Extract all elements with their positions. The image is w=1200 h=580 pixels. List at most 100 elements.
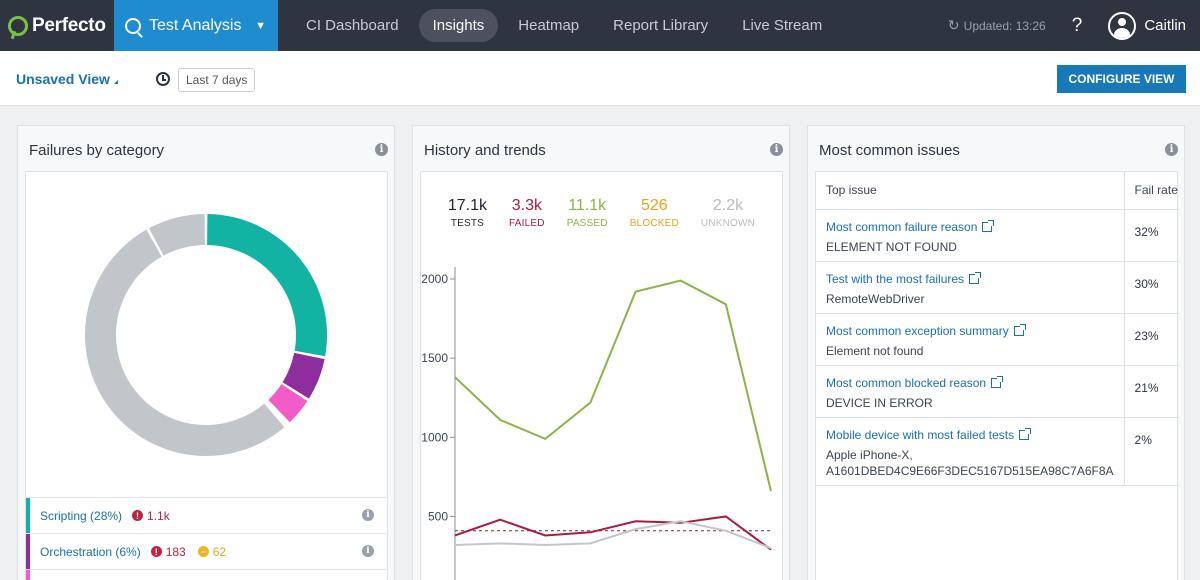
table-row: Most common failure reason ELEMENT NOT FO… <box>816 209 1179 262</box>
issue-link-label: Most common exception summary <box>826 323 1009 338</box>
issue-link[interactable]: Most common blocked reason <box>826 375 1004 390</box>
stat-caption: UNKNOWN <box>700 218 756 229</box>
stat-unknown[interactable]: 2.2k UNKNOWN <box>701 197 755 229</box>
issue-cell: Most common exception summary Element not… <box>816 313 1125 366</box>
stat-caption: FAILED <box>509 218 545 229</box>
search-analysis-icon <box>125 17 141 34</box>
issues-table: Top issue Fail rate Most common failure … <box>816 172 1179 486</box>
donut-slice[interactable] <box>282 352 325 399</box>
app-switcher[interactable]: Test Analysis ▼ <box>114 0 278 51</box>
nav-tab-report-library[interactable]: Report Library <box>613 17 709 34</box>
failed-count: 183 <box>165 544 186 559</box>
donut-slice[interactable] <box>148 214 205 256</box>
category-swatch <box>26 497 30 534</box>
info-icon[interactable]: i <box>375 143 388 156</box>
fail-rate: 32% <box>1123 209 1179 262</box>
issue-link[interactable]: Most common exception summary <box>826 323 1026 338</box>
donut-slice[interactable] <box>265 401 288 426</box>
blocked-badge: −62 <box>197 544 227 559</box>
category-swatch <box>26 569 30 580</box>
external-link-icon[interactable] <box>969 271 982 284</box>
stat-value: 11.1k <box>568 197 607 214</box>
fail-rate: 30% <box>1123 261 1179 314</box>
issue-link[interactable]: Mobile device with most failed tests <box>826 427 1032 442</box>
history-panel: History and trends i 17.1k TESTS 3.3k FAILE… <box>412 125 790 580</box>
info-icon[interactable]: i <box>770 143 783 156</box>
info-icon[interactable]: i <box>362 509 374 521</box>
stat-value: 3.3k <box>511 197 542 214</box>
table-row: Most common blocked reason DEVICE IN ERRO… <box>816 365 1179 418</box>
legend-row[interactable]: Scripting (28%) ! 1.1k i <box>26 497 387 534</box>
clock-icon <box>156 72 170 86</box>
issue-link[interactable]: Test with the most failures <box>826 271 982 286</box>
external-link-icon[interactable] <box>1013 323 1026 336</box>
failed-count: 1.1k <box>147 508 170 523</box>
failed-badge: ! 1.1k <box>132 509 170 523</box>
stat-passed[interactable]: 11.1k PASSED <box>567 197 608 229</box>
blocked-count: 62 <box>212 544 227 559</box>
donut-slice[interactable] <box>84 229 285 457</box>
info-icon[interactable]: i <box>362 545 374 557</box>
issue-detail: Apple iPhone-X, A1601DBED4C9E66F3DEC5167… <box>826 447 1114 478</box>
legend-row[interactable] <box>26 569 387 580</box>
help-button[interactable]: ? <box>1071 14 1083 36</box>
failed-badge: ! 183 <box>150 544 186 559</box>
y-tick-label: 2000 <box>421 272 448 286</box>
blocked-icon: − <box>197 546 209 557</box>
refresh-icon[interactable]: ↻ <box>947 17 960 33</box>
column-header-issue[interactable]: Top issue <box>816 172 1125 210</box>
panel-title: Most common issues <box>819 142 960 159</box>
caret-icon <box>113 80 118 84</box>
view-toolbar: Unsaved View Last 7 days CONFIGURE VIEW <box>0 51 1200 106</box>
external-link-icon[interactable] <box>991 375 1004 388</box>
issue-link-label: Most common failure reason <box>826 219 978 234</box>
issue-link[interactable]: Most common failure reason <box>826 219 995 234</box>
y-tick-label: 500 <box>428 509 448 523</box>
nav-tab-heatmap[interactable]: Heatmap <box>518 17 580 34</box>
donut-slice[interactable] <box>268 384 308 423</box>
stat-caption: BLOCKED <box>629 218 679 229</box>
column-header-rate[interactable]: Fail rate <box>1123 172 1179 210</box>
legend-row[interactable]: Orchestration (6%)! 183−62 i <box>26 533 387 570</box>
category-label[interactable]: Scripting (28%) <box>40 508 123 523</box>
table-header-row: Top issue Fail rate <box>816 172 1179 210</box>
stat-failed[interactable]: 3.3k FAILED <box>509 197 545 229</box>
fail-rate: 21% <box>1123 365 1179 418</box>
failures-chart-area: Scripting (28%)! 1.1k i Orchestration (6%)!… <box>25 171 388 580</box>
nav-tab-ci-dashboard[interactable]: CI Dashboard <box>306 17 399 34</box>
series-line[interactable] <box>454 279 772 492</box>
issues-panel: Most common issues i Top issue Fail rate… <box>807 125 1185 580</box>
updated-label: Updated: 13:26 <box>963 18 1046 33</box>
date-range-button[interactable]: Last 7 days <box>178 68 256 92</box>
updated-status: ↻ Updated: 13:26 <box>948 17 1046 34</box>
user-menu[interactable]: Caitlin <box>1108 11 1186 40</box>
alert-icon: ! <box>150 546 162 557</box>
brand-name: Perfecto <box>32 14 106 36</box>
y-tick-label: 1500 <box>421 351 448 365</box>
issue-cell: Most common failure reason ELEMENT NOT FO… <box>816 209 1125 262</box>
table-row: Test with the most failures RemoteWebDriv… <box>816 261 1179 314</box>
failures-panel: Failures by category i Scripting (28%)! 1… <box>17 125 395 580</box>
series-line[interactable] <box>454 520 772 550</box>
info-icon[interactable]: i <box>1165 143 1178 156</box>
nav-tab-insights[interactable]: Insights <box>418 9 499 42</box>
stat-tests[interactable]: 17.1k TESTS <box>448 197 487 229</box>
brand-logo[interactable]: Perfecto <box>0 0 114 51</box>
external-link-icon[interactable] <box>1019 427 1032 440</box>
donut-slice[interactable] <box>207 214 327 357</box>
configure-view-button[interactable]: CONFIGURE VIEW <box>1057 65 1186 93</box>
series-line[interactable] <box>454 515 772 551</box>
user-name: Caitlin <box>1144 17 1186 34</box>
fail-rate: 2% <box>1123 417 1179 486</box>
nav-tab-live-stream[interactable]: Live Stream <box>742 17 823 34</box>
stat-blocked[interactable]: 526 BLOCKED <box>630 197 679 229</box>
perfecto-logo-icon <box>8 15 28 36</box>
panel-title: History and trends <box>424 142 546 159</box>
view-selector[interactable]: Unsaved View <box>16 71 118 87</box>
external-link-icon[interactable] <box>982 219 995 232</box>
y-tick-label: 1000 <box>421 430 448 444</box>
category-swatch <box>26 533 30 570</box>
category-label[interactable]: Orchestration (6%) <box>40 544 141 559</box>
issue-detail: RemoteWebDriver <box>826 291 925 306</box>
issue-link-label: Test with the most failures <box>826 271 965 286</box>
